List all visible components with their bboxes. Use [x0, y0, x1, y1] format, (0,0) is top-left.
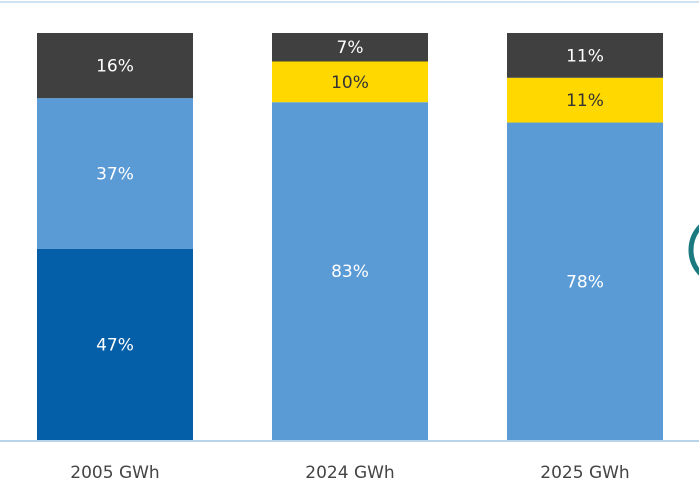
value-label: 11%: [566, 46, 604, 66]
decoration: [688, 224, 699, 276]
value-label: 16%: [96, 57, 134, 77]
value-label: 10%: [331, 73, 369, 93]
value-label: 11%: [566, 91, 604, 111]
bar-segment: [507, 77, 663, 123]
bar-segment: [37, 248, 193, 440]
bar-segment: [272, 33, 428, 62]
value-label: 83%: [331, 262, 369, 282]
value-label: 78%: [566, 272, 604, 292]
x-tick-label: 2005 GWh: [70, 463, 159, 483]
bar-segment: [37, 33, 193, 99]
bar-segment: [507, 33, 663, 78]
bar-segment: [507, 122, 663, 440]
bar-segment: [272, 102, 428, 440]
x-tick-label: 2025 GWh: [540, 463, 629, 483]
bar-segment: [37, 98, 193, 249]
value-label: 47%: [96, 335, 134, 355]
x-tick-label: 2024 GWh: [305, 463, 394, 483]
bar-segment: [272, 61, 428, 103]
value-label: 7%: [337, 38, 364, 58]
value-label: 37%: [96, 164, 134, 184]
